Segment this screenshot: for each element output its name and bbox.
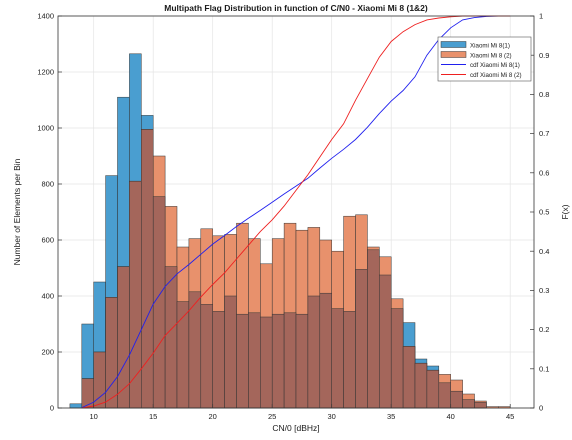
bar-overlap	[331, 308, 344, 409]
cdf-line-2	[81, 15, 511, 409]
y2-tick-label-1: 0.1	[539, 364, 549, 373]
x-tick-label-6: 40	[447, 412, 455, 421]
y2-tick-label-5: 0.5	[539, 208, 549, 217]
bar-overlap	[307, 295, 321, 409]
y-tick-label-5: 1000	[37, 124, 54, 133]
y2-axis-ticks: 0 0.1 0.2 0.3 0.4 0.5 0.6 0.7 0.8 0.9 1	[530, 12, 549, 413]
y2-tick-label-2: 0.2	[539, 325, 549, 334]
legend-label-series-2: Xiaomi Mi 8 (2)	[470, 53, 512, 60]
bar-overlap	[224, 295, 237, 409]
bar-overlap	[319, 292, 332, 409]
bar-overlap	[164, 266, 178, 409]
bar-overlap	[343, 311, 356, 409]
bar-series-1	[69, 403, 83, 409]
bar-overlap	[200, 304, 213, 409]
bar-overlap	[236, 313, 249, 409]
x-tick-label-4: 30	[328, 412, 336, 421]
bar-overlap	[105, 297, 118, 409]
y2-axis-label: F(x)	[560, 204, 570, 219]
bar-overlap	[260, 316, 273, 409]
y2-tick-label-0: 0	[539, 404, 543, 413]
chart-title: Multipath Flag Distribution in function …	[164, 3, 428, 13]
x-axis-label: CN/0 [dBHz]	[272, 423, 319, 433]
bar-overlap	[390, 308, 404, 409]
bar-overlap	[426, 369, 440, 409]
x-tick-label-0: 10	[90, 412, 98, 421]
bar-overlap	[117, 266, 130, 409]
bar-overlap	[462, 399, 475, 409]
bar-overlap	[152, 196, 166, 409]
bar-overlap	[93, 351, 106, 409]
y-tick-label-7: 1400	[37, 12, 54, 21]
y2-tick-label-10: 1	[539, 12, 543, 21]
bar-overlap	[283, 312, 297, 409]
x-tick-label-2: 20	[209, 412, 217, 421]
x-tick-label-5: 35	[387, 412, 395, 421]
bar-overlap	[367, 249, 380, 409]
y-tick-label-3: 600	[41, 236, 54, 245]
histogram-overlap	[81, 129, 487, 409]
x-tick-label-3: 25	[268, 412, 276, 421]
y-tick-label-2: 400	[41, 292, 54, 301]
y2-tick-label-4: 0.4	[539, 247, 549, 256]
legend-label-series-1: Xiaomi Mi 8(1)	[470, 43, 510, 50]
y-tick-label-4: 800	[41, 180, 54, 189]
y2-tick-label-9: 0.9	[539, 51, 549, 60]
legend-swatch-series-1	[440, 41, 467, 48]
y2-tick-label-3: 0.3	[539, 286, 549, 295]
legend: Xiaomi Mi 8(1) Xiaomi Mi 8 (2) cdf Xiaom…	[437, 36, 532, 82]
legend-label-cdf-2: cdf Xiaomi Mi 8 (2)	[470, 72, 522, 79]
bar-overlap	[248, 312, 261, 409]
bar-overlap	[81, 378, 94, 409]
y-axis-ticks: 0 200 400 600 800 1000 1200 1400	[37, 12, 62, 413]
y-tick-label-0: 0	[50, 404, 54, 413]
y2-tick-label-7: 0.7	[539, 129, 549, 138]
legend-label-cdf-1: cdf Xiaomi Mi 8(1)	[470, 62, 520, 69]
bar-overlap	[129, 180, 142, 409]
bar-overlap	[474, 402, 487, 409]
x-tick-label-7: 45	[506, 412, 514, 421]
bar-overlap	[438, 382, 451, 409]
y-tick-label-1: 200	[41, 348, 54, 357]
y2-tick-label-8: 0.8	[539, 90, 549, 99]
bar-overlap	[212, 311, 225, 409]
y-tick-label-6: 1200	[37, 68, 54, 77]
y-axis-label: Number of Elements per Bin	[12, 158, 22, 265]
bar-overlap	[450, 390, 463, 409]
bar-overlap	[295, 313, 309, 409]
legend-swatch-series-2	[440, 51, 467, 58]
bar-overlap	[379, 274, 392, 409]
y2-tick-label-6: 0.6	[539, 168, 549, 177]
bar-overlap	[355, 269, 368, 409]
x-axis-ticks: 10 15 20 25 30 35 40 45	[90, 404, 514, 421]
bar-overlap	[414, 362, 428, 409]
x-tick-label-1: 15	[149, 412, 157, 421]
bar-overlap	[271, 313, 285, 409]
bar-overlap	[402, 346, 416, 409]
